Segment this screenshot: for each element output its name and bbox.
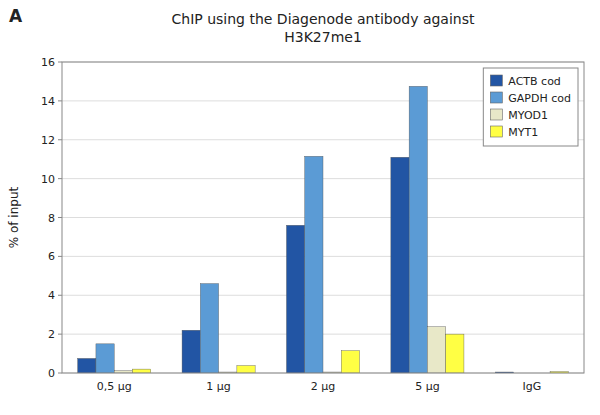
legend-swatch xyxy=(490,126,502,137)
chart: 0 2 4 6 8 10 12 14 16 0,5 μg 1 μg 2 μg 5 μg IgG % of i… xyxy=(0,0,600,415)
legend-label: MYOD1 xyxy=(508,109,548,122)
title-line: ChIP using the Diagenode antibody agains… xyxy=(172,11,476,27)
bar xyxy=(341,351,359,373)
panel-label: A xyxy=(9,6,23,26)
bar xyxy=(446,334,464,373)
bar xyxy=(427,327,445,373)
legend: ACTB cod GAPDH cod MYOD1 MYT1 xyxy=(483,68,578,146)
legend-label: ACTB cod xyxy=(508,75,561,88)
bar xyxy=(78,358,96,373)
x-tick-label: 2 μg xyxy=(311,380,335,393)
plot-frame xyxy=(62,62,584,373)
y-tick xyxy=(58,139,62,140)
x-tick-label: IgG xyxy=(522,380,541,393)
bar xyxy=(237,366,255,373)
bar xyxy=(391,157,409,373)
legend-label: MYT1 xyxy=(508,126,538,139)
bar xyxy=(409,86,427,373)
y-tick-label: 10 xyxy=(41,173,55,186)
bar xyxy=(182,330,200,373)
title-line: H3K27me1 xyxy=(284,29,362,45)
y-tick xyxy=(58,256,62,257)
y-tick-label: 16 xyxy=(41,56,55,69)
y-tick-label: 4 xyxy=(48,289,55,302)
y-tick xyxy=(58,373,62,374)
x-tick-label: 0,5 μg xyxy=(97,380,132,393)
bar xyxy=(96,344,114,373)
bar xyxy=(286,225,304,373)
y-tick xyxy=(58,295,62,296)
bar xyxy=(200,284,218,373)
legend-swatch xyxy=(490,75,502,86)
y-tick-label: 2 xyxy=(48,328,55,341)
x-tick-label: 5 μg xyxy=(415,380,439,393)
legend-swatch xyxy=(490,92,502,103)
bar xyxy=(132,369,150,373)
y-tick-label: 0 xyxy=(48,367,55,380)
y-tick xyxy=(58,334,62,335)
y-tick xyxy=(58,100,62,101)
legend-box xyxy=(483,68,578,146)
y-tick-label: 6 xyxy=(48,250,55,263)
legend-swatch xyxy=(490,109,502,120)
y-tick xyxy=(58,62,62,63)
bars xyxy=(78,86,569,373)
title: ChIP using the Diagenode antibody agains… xyxy=(172,11,476,45)
y-tick-label: 8 xyxy=(48,212,55,225)
x-tick-label: 1 μg xyxy=(206,380,230,393)
grid xyxy=(62,62,584,373)
y-tick-label: 14 xyxy=(41,95,55,108)
bar xyxy=(305,156,323,373)
y-tick xyxy=(58,178,62,179)
y-tick-label: 12 xyxy=(41,134,55,147)
legend-label: GAPDH cod xyxy=(508,92,571,105)
y-tick xyxy=(58,217,62,218)
y-axis-label: % of input xyxy=(7,186,21,248)
